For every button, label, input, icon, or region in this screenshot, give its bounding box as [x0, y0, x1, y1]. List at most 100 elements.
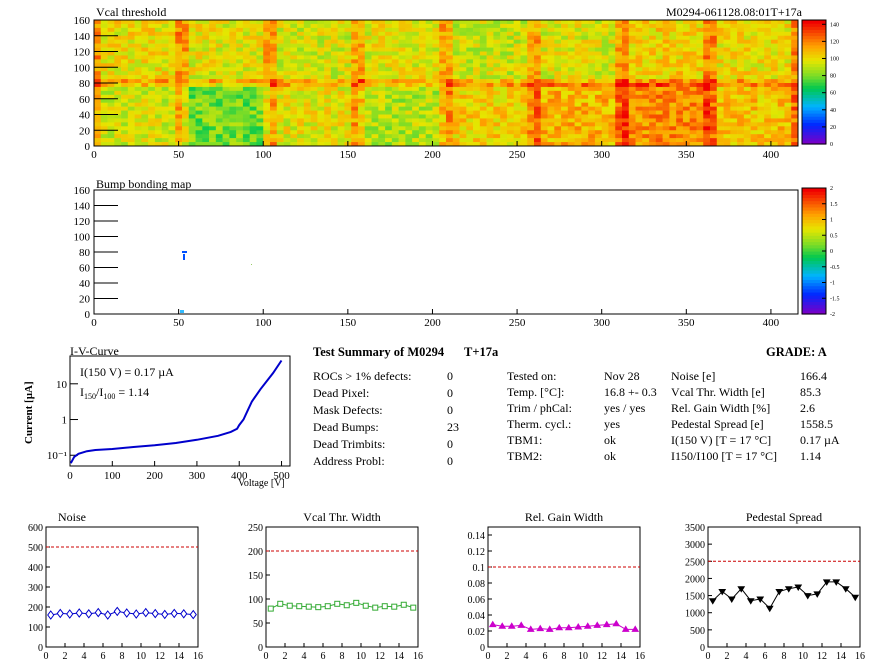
heatmap-cell [737, 126, 745, 131]
heatmap-cell [710, 31, 718, 37]
heatmap-cell [506, 71, 514, 76]
heatmap-cell [94, 51, 102, 56]
heatmap-cell [635, 142, 643, 147]
heatmap-cell [737, 83, 745, 88]
heatmap-cell [730, 31, 738, 37]
heatmap-cell [520, 138, 528, 143]
heatmap-cell [385, 126, 393, 131]
heatmap-cell [418, 114, 426, 119]
heatmap-cell [202, 142, 210, 147]
heatmap-cell [703, 102, 711, 107]
heatmap-cell [743, 39, 751, 44]
heatmap-cell [317, 51, 325, 56]
x-tick-label: 12 [817, 651, 827, 662]
heatmap-cell [425, 59, 433, 64]
heatmap-cell [168, 27, 176, 33]
heatmap-cell [642, 90, 650, 96]
heatmap-cell [175, 126, 183, 131]
heatmap-cell [114, 59, 122, 64]
heatmap-cell [358, 79, 366, 84]
heatmap-cell [710, 130, 718, 135]
heatmap-cell [506, 63, 514, 68]
heatmap-cell [466, 138, 474, 143]
heatmap-cell [547, 86, 555, 92]
heatmap-cell [385, 134, 393, 139]
heatmap-cell [270, 59, 278, 64]
heatmap-cell [107, 59, 115, 64]
heatmap-cell [256, 138, 264, 143]
heatmap-cell [547, 114, 555, 119]
heatmap-cell [94, 83, 102, 88]
heatmap-cell [493, 86, 501, 92]
heatmap-cell [432, 122, 440, 127]
heatmap-cell [222, 31, 230, 37]
heatmap-cell [317, 55, 325, 60]
x-tick-label: 0 [264, 651, 269, 662]
heatmap-cell [588, 63, 596, 68]
heatmap-cell [439, 75, 447, 80]
heatmap-cell [527, 142, 535, 147]
heatmap-cell [330, 102, 338, 107]
x-tick-label: 0 [44, 651, 49, 662]
heatmap-cell [202, 47, 210, 52]
x-tick-label: 4 [82, 651, 87, 662]
heatmap-cell [594, 134, 602, 139]
heatmap-cell [182, 79, 190, 84]
heatmap-cell [297, 138, 305, 143]
heatmap-cell [561, 43, 569, 48]
heatmap-cell [330, 71, 338, 76]
heatmap-cell [743, 43, 751, 48]
colorbar-step [802, 63, 826, 68]
heatmap-cell [574, 67, 582, 72]
heatmap-cell [777, 114, 785, 119]
heatmap-cell [703, 51, 711, 56]
heatmap-cell [297, 43, 305, 48]
heatmap-cell [506, 27, 514, 33]
heatmap-cell [310, 102, 318, 107]
heatmap-cell [263, 114, 271, 119]
heatmap-cell [710, 23, 718, 29]
heatmap-cell [317, 79, 325, 84]
heatmap-cell [466, 94, 474, 100]
y-tick-label: 500 [28, 543, 43, 554]
heatmap-cell [432, 138, 440, 143]
heatmap-cell [473, 106, 481, 111]
heatmap-cell [330, 90, 338, 96]
heatmap-cell [622, 79, 630, 84]
heatmap-cell [466, 55, 474, 60]
heatmap-cell [446, 114, 454, 119]
heatmap-cell [168, 79, 176, 84]
heatmap-cell [622, 86, 630, 92]
heatmap-cell [141, 47, 149, 52]
heatmap-cell [622, 83, 630, 88]
heatmap-cell [696, 51, 704, 56]
heatmap-cell [452, 75, 460, 80]
heatmap-cell [662, 134, 670, 139]
heatmap-cell [398, 83, 406, 88]
heatmap-cell [473, 126, 481, 131]
heatmap-cell [750, 102, 758, 107]
iv-annotation-current: I(150 V) = 0.17 µA [80, 365, 174, 379]
heatmap-cell [500, 43, 508, 48]
heatmap-cell [764, 106, 772, 111]
heatmap-cell [628, 102, 636, 107]
heatmap-cell [324, 106, 332, 111]
heatmap-cell [182, 55, 190, 60]
heatmap-cell [642, 79, 650, 84]
heatmap-cell [547, 79, 555, 84]
heatmap-cell [750, 23, 758, 29]
heatmap-cell [777, 31, 785, 37]
heatmap-cell [385, 114, 393, 119]
heatmap-cell [425, 138, 433, 143]
heatmap-cell [527, 47, 535, 52]
heatmap-cell [405, 55, 413, 60]
heatmap-cell [263, 63, 271, 68]
heatmap-cell [364, 59, 372, 64]
heatmap-cell [418, 55, 426, 60]
heatmap-cell [493, 71, 501, 76]
heatmap-cell [554, 23, 562, 29]
heatmap-cell [554, 31, 562, 37]
x-tick-label: 12 [375, 651, 385, 662]
heatmap-cell [594, 35, 602, 40]
heatmap-cell [242, 43, 250, 48]
